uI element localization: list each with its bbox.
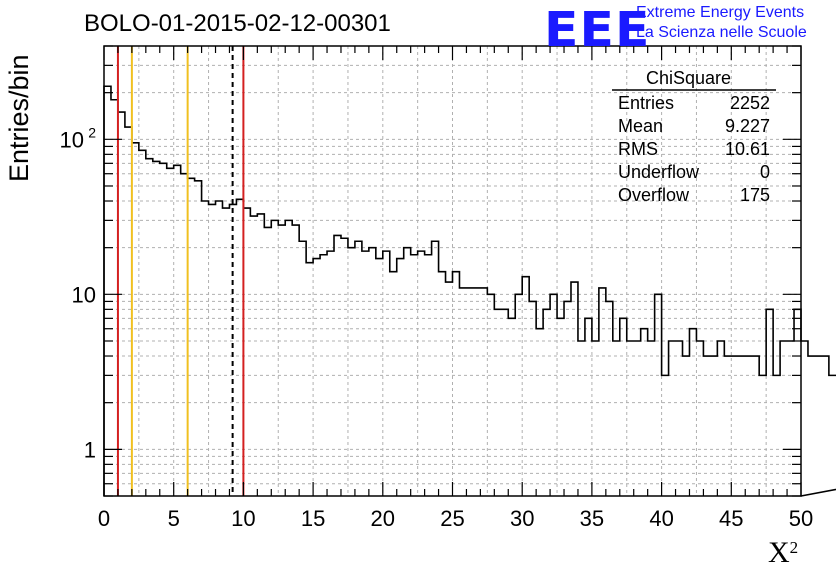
eee-logo: EEE [544, 2, 651, 58]
stats-mean-label: Mean [618, 116, 664, 136]
stats-overflow-value: 175 [739, 185, 770, 205]
y-tick-label-superscript: 2 [88, 124, 96, 140]
x-tick-label: 30 [510, 506, 534, 531]
stats-rms-label: RMS [618, 139, 658, 159]
y-tick-label: 10 [60, 127, 84, 152]
y-axis-label: Entries/bin [4, 54, 34, 182]
x-tick-label: 35 [580, 506, 604, 531]
x-tick-label: 20 [371, 506, 395, 531]
stats-box-title: ChiSquare [646, 68, 732, 88]
histogram-series [103, 85, 836, 497]
x-tick-label: 5 [168, 506, 180, 531]
x-tick-label: 50 [789, 506, 813, 531]
logo-line-1: Extreme Energy Events [636, 4, 805, 21]
chart-title: BOLO-01-2015-02-12-00301 [84, 10, 391, 37]
x-tick-label: 45 [719, 506, 743, 531]
stats-overflow-label: Overflow [618, 185, 690, 205]
logo-line-2: La Scienza nelle Scuole [636, 24, 807, 41]
x-tick-label: 40 [649, 506, 673, 531]
stats-mean-value: 9.227 [724, 116, 770, 136]
x-axis-label-superscript: 2 [789, 538, 799, 557]
x-axis-label: X2 [768, 536, 798, 570]
x-tick-label: 0 [98, 506, 110, 531]
x-axis-label-base: X [768, 536, 790, 569]
stats-rms-value: 10.61 [724, 139, 770, 159]
y-tick-label: 10 [72, 282, 96, 307]
stats-underflow-value: 0 [759, 162, 770, 182]
stats-underflow-label: Underflow [618, 162, 700, 182]
y-tick-label: 1 [84, 437, 96, 462]
stats-entries-label: Entries [618, 93, 675, 113]
x-tick-label: 10 [231, 506, 255, 531]
x-tick-label: 15 [301, 506, 325, 531]
x-tick-label: 25 [440, 506, 464, 531]
stats-entries-value: 2252 [729, 93, 770, 113]
